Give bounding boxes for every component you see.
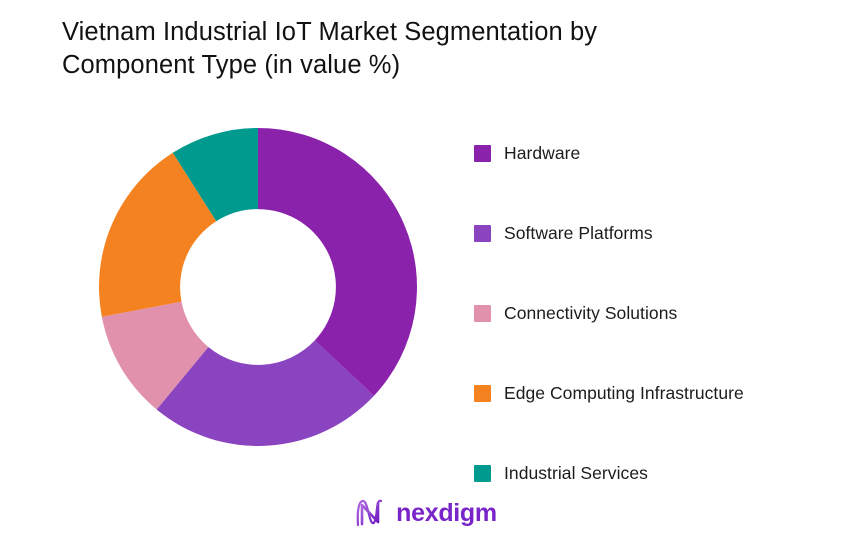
donut-slice[interactable]: [156, 340, 374, 446]
brand-footer: nexdigm: [0, 498, 851, 528]
brand-wordmark: nexdigm: [396, 499, 497, 527]
nexdigm-wave-mark-icon: [356, 499, 383, 527]
legend-label: Software Platforms: [504, 223, 653, 243]
legend-item-hardware[interactable]: Hardware: [474, 113, 834, 193]
page-title: Vietnam Industrial IoT Market Segmentati…: [62, 18, 598, 79]
legend-swatch-icon: [474, 224, 491, 242]
legend-label: Hardware: [504, 143, 581, 163]
legend-swatch-icon: [474, 384, 491, 402]
legend-item-software-platforms[interactable]: Software Platforms: [474, 193, 834, 273]
legend-label: Connectivity Solutions: [504, 303, 678, 323]
legend-item-industrial-services[interactable]: Industrial Services: [474, 433, 834, 513]
legend-swatch-icon: [474, 144, 491, 162]
donut-chart-svg: [99, 128, 417, 446]
legend-item-connectivity-solutions[interactable]: Connectivity Solutions: [474, 273, 834, 353]
donut-slice[interactable]: [101, 301, 209, 410]
donut-chart: [99, 128, 417, 446]
chart-legend: Hardware Software Platforms Connectivity…: [474, 113, 834, 513]
legend-label: Edge Computing Infrastructure: [504, 383, 744, 403]
legend-item-edge-computing-infrastructure[interactable]: Edge Computing Infrastructure: [474, 353, 834, 433]
legend-swatch-icon: [474, 304, 491, 322]
legend-swatch-icon: [474, 464, 491, 482]
legend-label: Industrial Services: [504, 463, 648, 483]
donut-slice[interactable]: [99, 152, 217, 317]
donut-slice-group: [99, 128, 417, 446]
donut-slice[interactable]: [172, 128, 258, 222]
donut-slice[interactable]: [258, 128, 417, 396]
